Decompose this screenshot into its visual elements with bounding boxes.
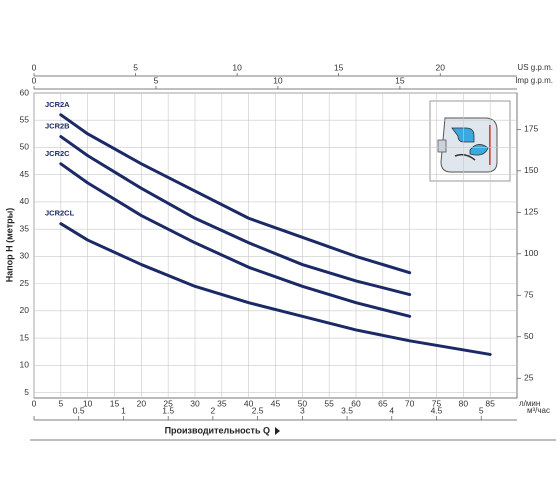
x-tick-label: 40: [244, 398, 254, 408]
y2-tick-label: 150: [524, 165, 538, 175]
top-axis-unit: US g.p.m.: [517, 63, 553, 72]
bottom-axis2-label: 4.5: [431, 405, 443, 415]
x-tick-label: 65: [378, 398, 388, 408]
pump-illustration: [429, 100, 511, 182]
x-tick-label: 50: [298, 398, 308, 408]
curve: [59, 162, 412, 318]
y-axis-title: Напор H (метры): [4, 208, 14, 283]
y-tick-label: 5: [24, 387, 29, 397]
curve: [59, 135, 412, 297]
x-tick-label: 75: [432, 398, 442, 408]
series-label: JCR2CL: [45, 209, 75, 218]
series-label: JCR2C: [45, 149, 70, 158]
top-axis-label: 15: [395, 75, 405, 85]
x-tick-label: 35: [217, 398, 227, 408]
bottom-axis2-label: 2: [211, 405, 216, 415]
y-tick-label: 10: [20, 360, 30, 370]
y-tick-label: 45: [20, 169, 30, 179]
y2-tick-label: 25: [524, 373, 534, 383]
x-tick-label: 0: [32, 398, 37, 408]
y2-tick-label: 50: [524, 331, 534, 341]
y-tick-label: 25: [20, 278, 30, 288]
y2-tick-label: 75: [524, 290, 534, 300]
y-tick-label: 40: [20, 196, 30, 206]
x-tick-label: 85: [485, 398, 495, 408]
bottom-axis2-label: 3: [300, 405, 305, 415]
y-tick-label: 60: [20, 87, 30, 97]
series-label: JCR2A: [45, 100, 70, 109]
top-axis-label: 20: [435, 62, 445, 72]
y-tick-label: 20: [20, 305, 30, 315]
bottom-axis2-label: 1.5: [162, 405, 174, 415]
x-tick-label: 10: [83, 398, 93, 408]
curve: [59, 113, 412, 275]
top-axis-label: 0: [32, 62, 37, 72]
x-tick-label: 5: [58, 398, 63, 408]
x-tick-label: 15: [110, 398, 120, 408]
bottom-axis2-label: 1: [121, 405, 126, 415]
top-axis-label: 0: [32, 75, 37, 85]
bottom-axis2-label: 2.5: [252, 405, 264, 415]
bottom-axis2-label: 3.5: [341, 405, 353, 415]
bottom-axis2-label: 4: [389, 405, 394, 415]
top-axis-label: 10: [232, 62, 242, 72]
x-tick-label: 30: [190, 398, 200, 408]
x-tick-label: 45: [271, 398, 281, 408]
y-tick-label: 30: [20, 251, 30, 261]
y2-tick-label: 175: [524, 124, 538, 134]
y-tick-label: 50: [20, 142, 30, 152]
y-tick-label: 35: [20, 223, 30, 233]
x-tick-label: 60: [351, 398, 361, 408]
x-axis-title: Производительность Q: [165, 425, 270, 435]
bottom-axis2-unit: м³/час: [527, 406, 550, 415]
y2-tick-label: 125: [524, 207, 538, 217]
bottom-axis2-label: 0.5: [73, 405, 85, 415]
x-tick-label: 80: [459, 398, 469, 408]
top-axis-label: 15: [334, 62, 344, 72]
x-tick-label: 70: [405, 398, 415, 408]
x-tick-label: 25: [163, 398, 173, 408]
y-tick-label: 55: [20, 114, 30, 124]
y2-tick-label: 100: [524, 248, 538, 258]
series-label: JCR2B: [45, 122, 70, 131]
top-axis-unit: Imp g.p.m.: [515, 76, 553, 85]
bottom-axis2-label: 5: [479, 405, 484, 415]
top-axis-label: 5: [133, 62, 138, 72]
x-tick-label: 20: [137, 398, 147, 408]
top-axis-label: 5: [154, 75, 159, 85]
y-tick-label: 15: [20, 332, 30, 342]
x-tick-label: 55: [324, 398, 334, 408]
top-axis-label: 10: [273, 75, 283, 85]
curve: [59, 222, 492, 356]
x-unit: л/мин: [519, 399, 540, 408]
x-axis-arrow: [275, 427, 280, 435]
